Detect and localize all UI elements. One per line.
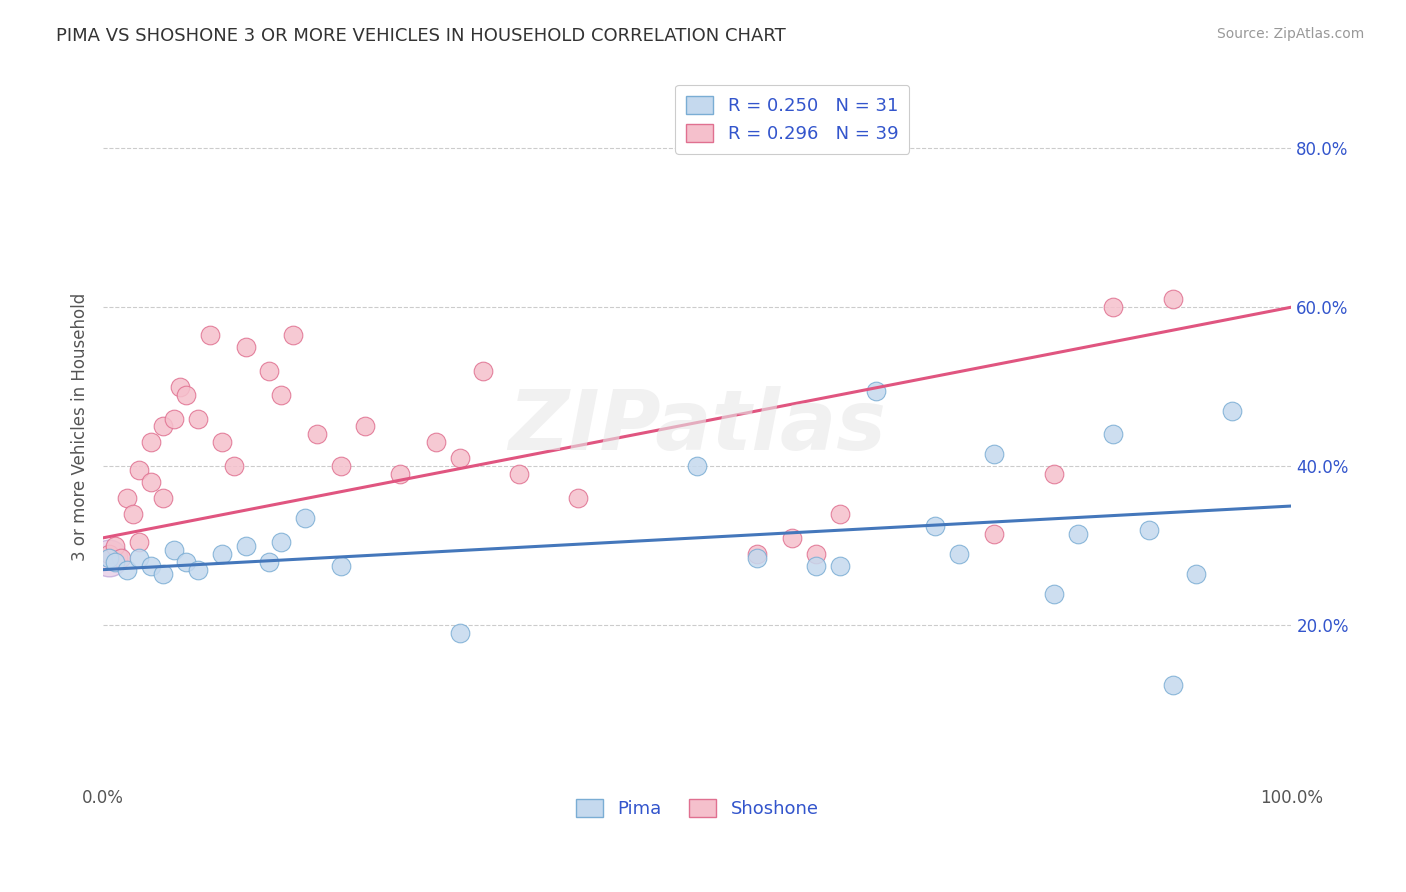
Point xyxy=(1161,292,1184,306)
Point xyxy=(294,511,316,525)
Point xyxy=(1102,300,1125,314)
Point xyxy=(472,364,495,378)
Point xyxy=(329,558,352,573)
Point xyxy=(176,387,198,401)
Point xyxy=(270,534,292,549)
Point xyxy=(211,435,233,450)
Point xyxy=(128,463,150,477)
Point xyxy=(152,419,174,434)
Point xyxy=(176,555,198,569)
Point xyxy=(1185,566,1208,581)
Point xyxy=(115,563,138,577)
Point xyxy=(449,451,471,466)
Point xyxy=(948,547,970,561)
Point xyxy=(745,550,768,565)
Legend: Pima, Shoshone: Pima, Shoshone xyxy=(569,792,825,825)
Point xyxy=(828,558,851,573)
Point xyxy=(389,467,412,482)
Point xyxy=(283,328,305,343)
Point xyxy=(782,531,804,545)
Point xyxy=(1102,427,1125,442)
Point xyxy=(163,542,186,557)
Point xyxy=(1137,523,1160,537)
Text: ZIPatlas: ZIPatlas xyxy=(509,386,886,467)
Point xyxy=(169,380,191,394)
Point xyxy=(1066,526,1088,541)
Point xyxy=(139,475,162,490)
Point xyxy=(139,435,162,450)
Point xyxy=(865,384,887,398)
Point xyxy=(305,427,328,442)
Point xyxy=(804,547,827,561)
Point xyxy=(110,550,132,565)
Point xyxy=(259,364,281,378)
Point xyxy=(804,558,827,573)
Point xyxy=(222,459,245,474)
Point xyxy=(983,526,1005,541)
Point xyxy=(983,447,1005,461)
Point xyxy=(1220,403,1243,417)
Point xyxy=(98,550,121,565)
Point xyxy=(259,555,281,569)
Point xyxy=(828,507,851,521)
Point xyxy=(270,387,292,401)
Point xyxy=(139,558,162,573)
Point xyxy=(1161,678,1184,692)
Point xyxy=(163,411,186,425)
Point xyxy=(128,550,150,565)
Point xyxy=(198,328,221,343)
Point xyxy=(187,563,209,577)
Point xyxy=(353,419,375,434)
Point xyxy=(1042,467,1064,482)
Point xyxy=(235,539,257,553)
Point xyxy=(152,566,174,581)
Point xyxy=(745,547,768,561)
Point xyxy=(686,459,709,474)
Point xyxy=(425,435,447,450)
Point xyxy=(924,519,946,533)
Point xyxy=(329,459,352,474)
Point xyxy=(211,547,233,561)
Point xyxy=(1042,586,1064,600)
Point xyxy=(128,534,150,549)
Point xyxy=(152,491,174,505)
Point xyxy=(98,547,121,561)
Point xyxy=(104,555,127,569)
Point xyxy=(121,507,143,521)
Point xyxy=(567,491,589,505)
Point xyxy=(508,467,530,482)
Point xyxy=(104,539,127,553)
Point xyxy=(449,626,471,640)
Point xyxy=(235,340,257,354)
Y-axis label: 3 or more Vehicles in Household: 3 or more Vehicles in Household xyxy=(72,293,89,560)
Point xyxy=(187,411,209,425)
Text: Source: ZipAtlas.com: Source: ZipAtlas.com xyxy=(1216,27,1364,41)
Point xyxy=(115,491,138,505)
Point xyxy=(98,550,121,565)
Text: PIMA VS SHOSHONE 3 OR MORE VEHICLES IN HOUSEHOLD CORRELATION CHART: PIMA VS SHOSHONE 3 OR MORE VEHICLES IN H… xyxy=(56,27,786,45)
